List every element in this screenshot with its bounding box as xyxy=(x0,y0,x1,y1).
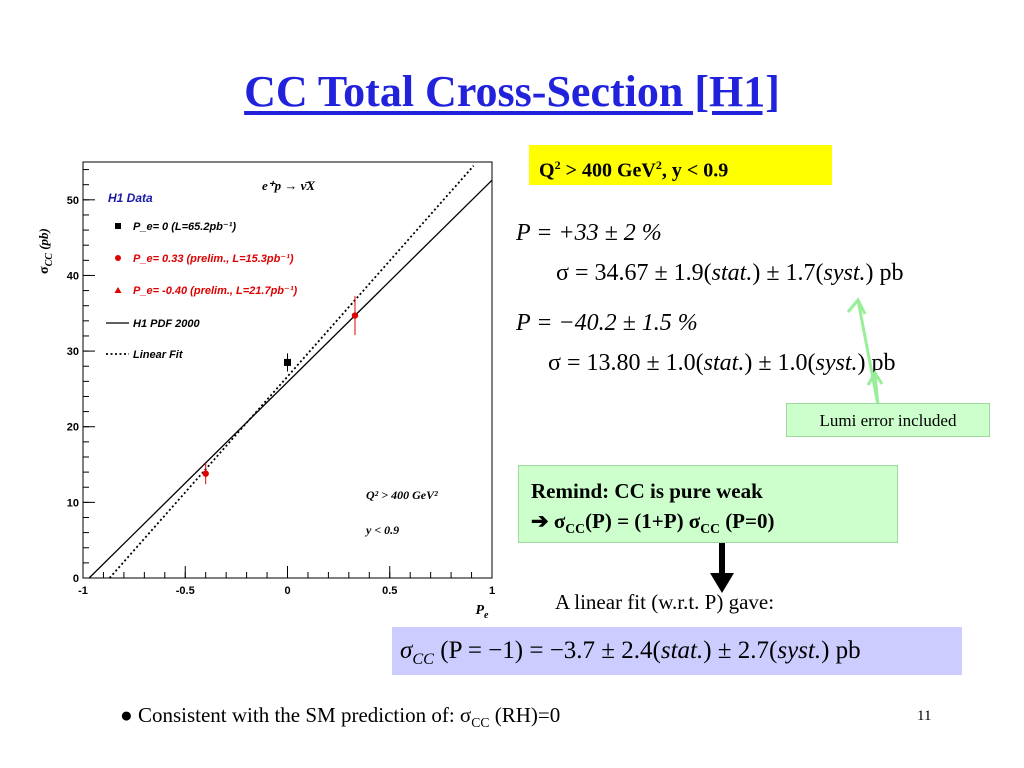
page-number: 11 xyxy=(917,708,932,724)
linear-fit-line xyxy=(108,165,475,579)
data-point xyxy=(351,312,359,319)
chart-lines xyxy=(88,165,493,579)
fit-result-box: σCC (P = −1) = −3.7 ± 2.4(stat.) ± 2.7(s… xyxy=(392,627,962,675)
y-tick-label: 10 xyxy=(67,497,79,509)
q2-cut-label: Q² > 400 GeV² xyxy=(366,488,438,502)
polarisation-positive: P = +33 ± 2 % xyxy=(516,220,662,246)
y-tick-label: 20 xyxy=(67,422,79,434)
process-label: e⁺p → ν̄X xyxy=(262,178,315,193)
bullet-icon: ● xyxy=(120,703,133,727)
chart-annotations: e⁺p → ν̄X Q² > 400 GeV² y < 0.9 xyxy=(262,178,438,537)
legend-label: P_e= -0.40 (prelim., L=21.7pb⁻¹) xyxy=(133,285,297,297)
sigma-positive: σ = 34.67 ± 1.9(stat.) ± 1.7(syst.) pb xyxy=(556,260,904,286)
y-tick-label: 40 xyxy=(67,270,79,282)
h1-pdf-line xyxy=(88,179,493,579)
chart-points xyxy=(202,295,359,485)
kinematic-cut-box: Q2 > 400 GeV2, y < 0.9 xyxy=(529,145,832,185)
y-tick-label: 0 xyxy=(73,573,79,585)
x-tick-label: -1 xyxy=(78,585,88,597)
y-axis-label-unit: (pb) xyxy=(36,228,51,253)
legend-marker-circle xyxy=(115,255,121,261)
fit-intro: A linear fit (w.r.t. P) gave: xyxy=(555,590,775,614)
y-axis-label: σCC (pb) xyxy=(36,228,55,274)
legend-label: P_e= 0 (L=65.2pb⁻¹) xyxy=(133,221,236,233)
legend-label: P_e= 0.33 (prelim., L=15.3pb⁻¹) xyxy=(133,253,294,265)
legend-marker-square xyxy=(115,223,121,229)
x-axis-label-sub: e xyxy=(484,610,489,621)
x-tick-label: 0.5 xyxy=(382,585,397,597)
slide-title: CC Total Cross-Section [H1] xyxy=(244,67,780,116)
data-point xyxy=(202,470,209,477)
conclusion-bullet: ● Consistent with the SM prediction of: … xyxy=(120,703,561,731)
x-tick-label: 0 xyxy=(284,585,290,597)
legend-title: H1 Data xyxy=(108,191,153,205)
legend-marker-triangle xyxy=(114,287,122,293)
remind-line-1: Remind: CC is pure weak xyxy=(531,479,763,503)
arrow-right-icon: ➔ xyxy=(531,509,549,533)
data-point-square xyxy=(284,358,291,366)
x-tick-label: -0.5 xyxy=(176,585,195,597)
remind-box: Remind: CC is pure weak ➔ σCC(P) = (1+P)… xyxy=(518,465,898,543)
arrow-down-icon xyxy=(710,543,734,593)
polarisation-negative: P = −40.2 ± 1.5 % xyxy=(516,310,698,336)
y-axis-label-sub: CC xyxy=(44,253,55,267)
y-cut-label: y < 0.9 xyxy=(364,523,399,537)
lumi-arrows xyxy=(846,297,884,406)
sigma-negative: σ = 13.80 ± 1.0(stat.) ± 1.0(syst.) pb xyxy=(548,350,896,376)
x-tick-label: 1 xyxy=(489,585,495,597)
lumi-note: Lumi error included xyxy=(786,403,990,437)
y-tick-label: 30 xyxy=(67,346,79,358)
x-axis-label: Pe xyxy=(475,603,489,621)
y-tick-label: 50 xyxy=(67,195,79,207)
legend-label: H1 PDF 2000 xyxy=(133,318,201,330)
remind-line-2: ➔ σCC(P) = (1+P) σCC (P=0) xyxy=(531,509,775,537)
legend-label: Linear Fit xyxy=(133,349,184,361)
chart-legend: H1 Data P_e= 0 (L=65.2pb⁻¹) P_e= 0.33 (pre… xyxy=(106,191,297,361)
